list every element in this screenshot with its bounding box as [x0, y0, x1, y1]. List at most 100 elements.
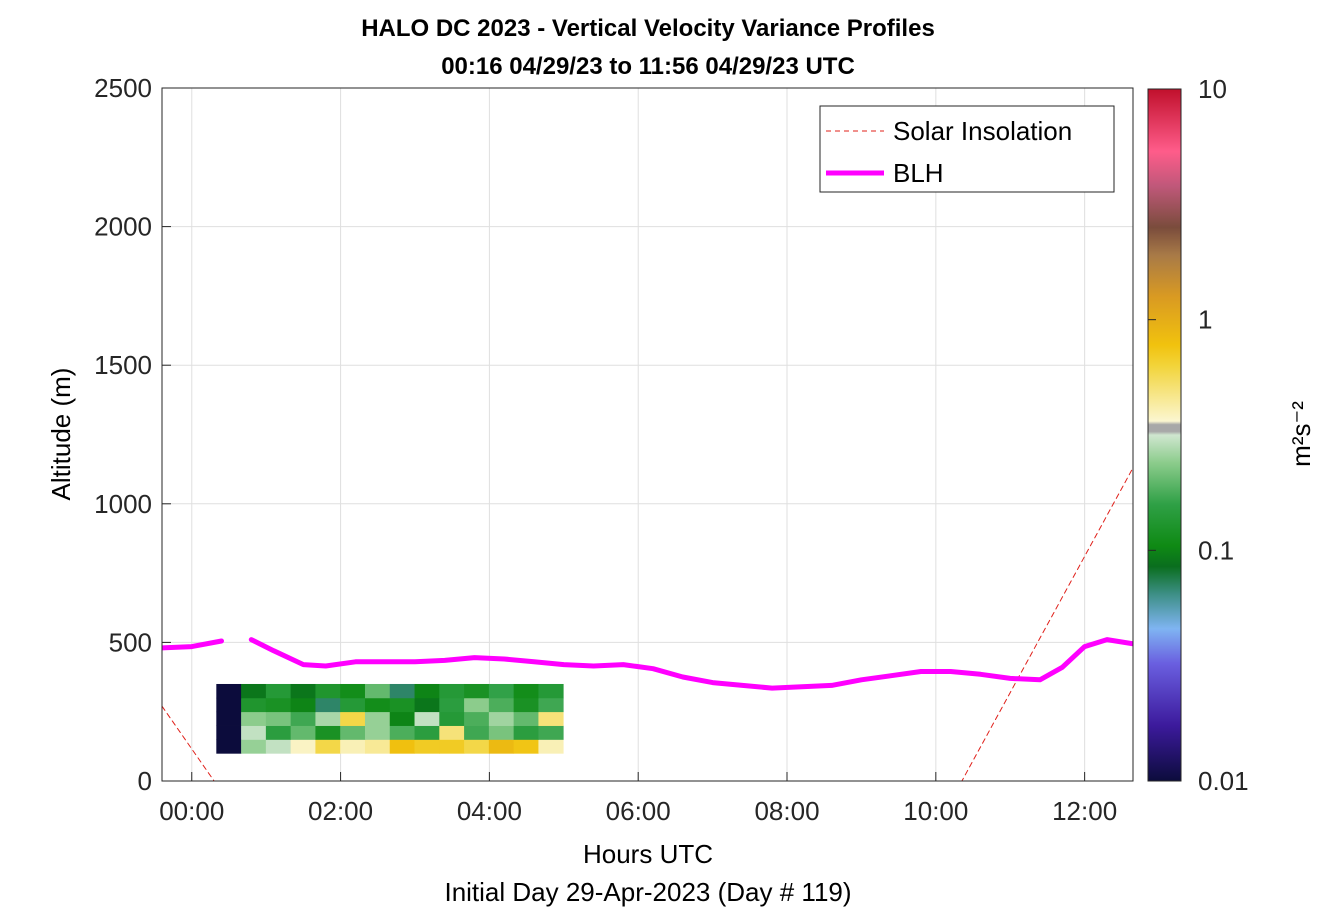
- heatmap-cell: [513, 711, 539, 726]
- y-tick-label: 500: [109, 627, 152, 657]
- y-tick-label: 2500: [94, 73, 152, 103]
- colorbar-label: m²s⁻²: [1286, 401, 1316, 467]
- heatmap-cell: [241, 697, 267, 713]
- heatmap-cell: [513, 739, 539, 754]
- heatmap-cell: [340, 697, 366, 713]
- heatmap-cell: [389, 711, 415, 726]
- heatmap-cell: [265, 739, 292, 754]
- heatmap-cell: [464, 725, 490, 740]
- colorbar-gradient: [1147, 88, 1182, 782]
- footer-label: Initial Day 29-Apr-2023 (Day # 119): [444, 877, 851, 907]
- series-lines: [162, 467, 1133, 781]
- x-tick-label: 02:00: [308, 796, 373, 826]
- heatmap-cell: [464, 739, 490, 754]
- heatmap-cell: [439, 711, 465, 726]
- heatmap-cell: [315, 697, 341, 713]
- heatmap-cell: [439, 725, 465, 740]
- heatmap-cell: [216, 711, 242, 726]
- heatmap-cell: [414, 711, 440, 726]
- heatmap-cell: [265, 725, 292, 740]
- legend: Solar Insolation BLH: [819, 105, 1115, 193]
- heatmap-cell: [241, 725, 267, 740]
- solar-insolation-line: [162, 467, 1133, 781]
- x-axis-ticks: 00:00 02:00 04:00 06:00 08:00 10:00 12:00: [159, 772, 1117, 826]
- heatmap-cell: [488, 711, 515, 726]
- heatmap-cell: [241, 711, 267, 726]
- heatmap-cell: [389, 725, 415, 740]
- heatmap-cell: [439, 697, 465, 713]
- x-tick-label: 10:00: [903, 796, 968, 826]
- heatmap-cell: [290, 711, 316, 726]
- heatmap-cell: [265, 683, 292, 699]
- y-tick-label: 1500: [94, 350, 152, 380]
- heatmap-cell: [340, 711, 366, 726]
- x-tick-label: 04:00: [457, 796, 522, 826]
- y-tick-label: 0: [138, 766, 152, 796]
- x-tick-label: 12:00: [1052, 796, 1117, 826]
- heatmap-cell: [340, 683, 366, 699]
- heatmap-cell: [513, 697, 539, 713]
- x-axis-label: Hours UTC: [583, 839, 713, 869]
- plot-frame: [161, 87, 1134, 782]
- heatmap-cell: [290, 739, 316, 754]
- colorbar: 0.01 0.1 1 10 m²s⁻²: [1147, 74, 1316, 796]
- legend-insolation-label: Solar Insolation: [893, 116, 1072, 146]
- chart-title: HALO DC 2023 - Vertical Velocity Varianc…: [361, 15, 935, 42]
- heatmap-cell: [216, 739, 242, 754]
- heatmap-cell: [389, 739, 415, 754]
- heatmap-cell: [538, 725, 564, 740]
- heatmap-cell: [439, 683, 465, 699]
- heatmap-cell: [439, 739, 465, 754]
- heatmap-cell: [265, 711, 292, 726]
- heatmap-cell: [315, 739, 341, 754]
- heatmap-cell: [538, 739, 564, 754]
- heatmap-cell: [265, 697, 292, 713]
- heatmap-cell: [464, 711, 490, 726]
- heatmap-cell: [513, 725, 539, 740]
- chart-subtitle: 00:16 04/29/23 to 11:56 04/29/23 UTC: [441, 53, 855, 80]
- heatmap-cell: [364, 739, 391, 754]
- colorbar-tick-label: 10: [1198, 74, 1227, 104]
- legend-blh-label: BLH: [893, 158, 944, 188]
- x-tick-label: 06:00: [606, 796, 671, 826]
- variance-heatmap: [216, 683, 564, 754]
- heatmap-cell: [216, 683, 242, 699]
- heatmap-cell: [241, 683, 267, 699]
- blh-line: [162, 637, 1133, 691]
- heatmap-cell: [364, 697, 391, 713]
- heatmap-cell: [414, 697, 440, 713]
- heatmap-cell: [414, 739, 440, 754]
- heatmap-cell: [538, 697, 564, 713]
- y-tick-label: 1000: [94, 489, 152, 519]
- heatmap-cell: [216, 697, 242, 713]
- heatmap-cell: [364, 683, 391, 699]
- heatmap-cell: [340, 739, 366, 754]
- colorbar-tick-label: 0.01: [1198, 766, 1249, 796]
- heatmap-cell: [513, 683, 539, 699]
- heatmap-cell: [364, 711, 391, 726]
- heatmap-cell: [315, 683, 341, 699]
- heatmap-cell: [488, 683, 515, 699]
- heatmap-cell: [464, 683, 490, 699]
- heatmap-cell: [414, 725, 440, 740]
- heatmap-cell: [290, 725, 316, 740]
- heatmap-cell: [488, 739, 515, 754]
- heatmap-cell: [315, 711, 341, 726]
- heatmap-cell: [488, 725, 515, 740]
- legend-box: [819, 105, 1115, 193]
- colorbar-tick-label: 1: [1198, 305, 1212, 335]
- y-axis-label: Altitude (m): [46, 368, 76, 501]
- heatmap-cell: [364, 725, 391, 740]
- heatmap-cell: [290, 683, 316, 699]
- x-tick-label: 00:00: [159, 796, 224, 826]
- heatmap-cell: [389, 697, 415, 713]
- colorbar-ticks: 0.01 0.1 1 10: [1148, 74, 1249, 796]
- heatmap-cell: [290, 697, 316, 713]
- heatmap-cell: [340, 725, 366, 740]
- heatmap-cell: [488, 697, 515, 713]
- heatmap-cell: [241, 739, 267, 754]
- heatmap-cell: [538, 711, 564, 726]
- heatmap-cell: [464, 697, 490, 713]
- colorbar-tick-label: 0.1: [1198, 535, 1234, 565]
